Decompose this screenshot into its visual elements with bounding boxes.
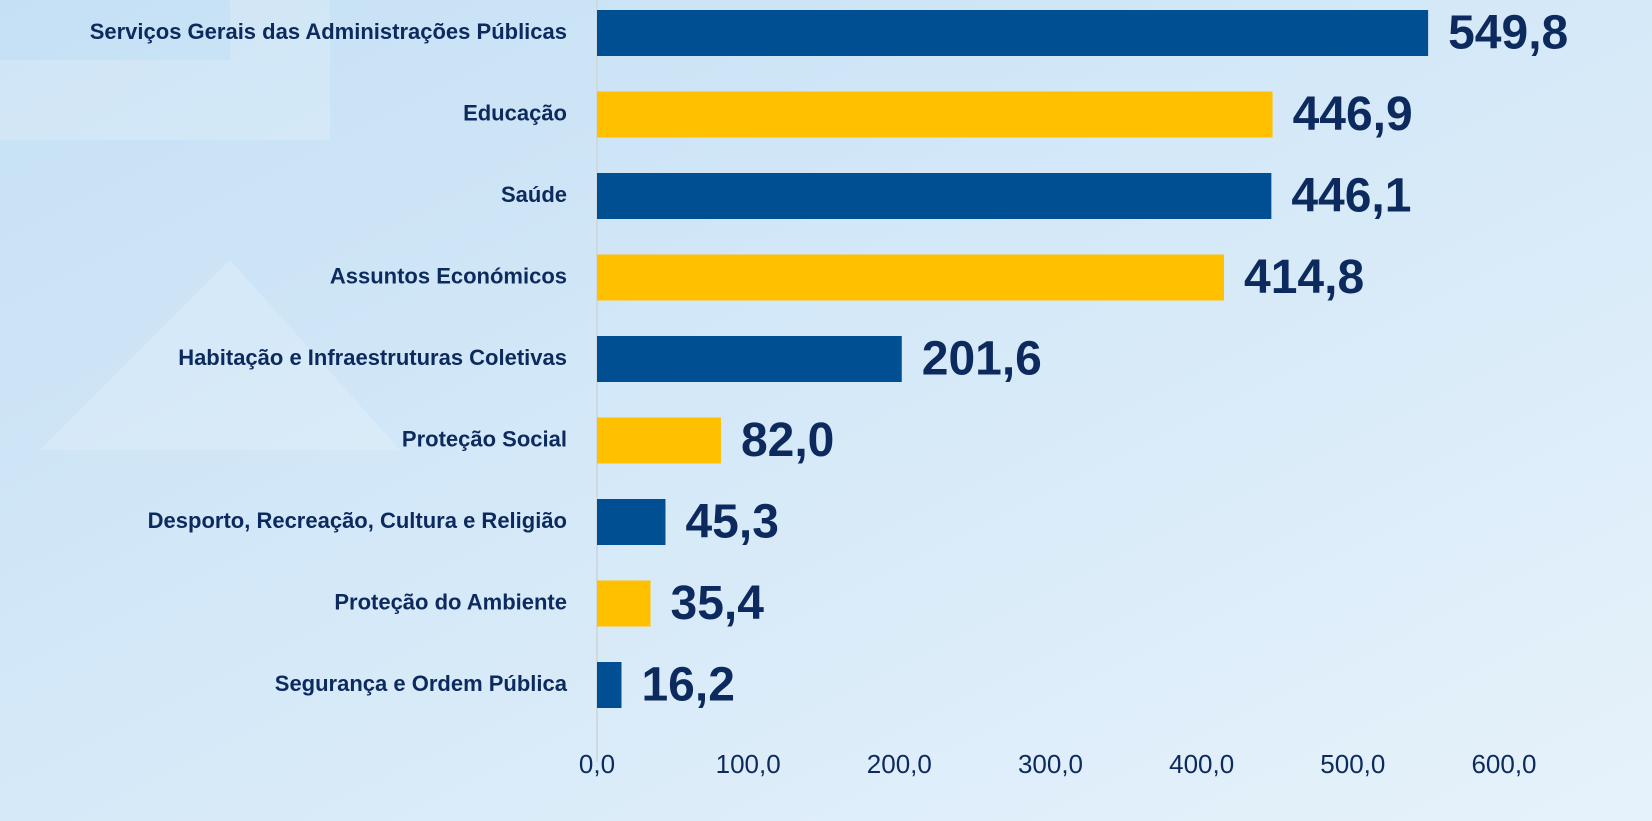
value-label: 82,0 <box>741 414 834 467</box>
value-label: 446,9 <box>1293 88 1413 141</box>
x-tick-label: 300,0 <box>1018 749 1083 779</box>
value-label: 549,8 <box>1448 7 1568 60</box>
category-label: Habitação e Infraestruturas Coletivas <box>178 345 567 370</box>
category-label: Proteção Social <box>402 426 567 451</box>
x-tick-label: 0,0 <box>579 749 615 779</box>
value-label: 446,1 <box>1291 170 1411 223</box>
category-label: Saúde <box>501 182 567 207</box>
category-label: Educação <box>463 100 567 125</box>
x-tick-label: 100,0 <box>716 749 781 779</box>
x-tick-label: 500,0 <box>1320 749 1385 779</box>
bar <box>597 254 1225 301</box>
category-label: Desporto, Recreação, Cultura e Religião <box>148 508 567 533</box>
category-label: Assuntos Económicos <box>330 263 567 288</box>
value-label: 414,8 <box>1244 251 1364 304</box>
x-tick-label: 200,0 <box>867 749 932 779</box>
bar <box>597 173 1272 219</box>
value-label: 16,2 <box>641 659 734 712</box>
x-tick-label: 400,0 <box>1169 749 1234 779</box>
category-label: Proteção do Ambiente <box>334 589 567 614</box>
bar <box>597 10 1429 56</box>
bar <box>597 499 666 545</box>
bar <box>597 336 902 382</box>
decoration <box>0 0 400 450</box>
value-label: 201,6 <box>922 333 1042 386</box>
category-label: Serviços Gerais das Administrações Públi… <box>90 19 567 44</box>
bar <box>597 417 721 464</box>
category-label: Segurança e Ordem Pública <box>275 671 568 696</box>
bar <box>597 91 1273 138</box>
value-label: 45,3 <box>685 496 778 549</box>
x-tick-label: 600,0 <box>1471 749 1536 779</box>
bar <box>597 580 651 627</box>
value-label: 35,4 <box>671 577 765 630</box>
bar <box>597 662 622 708</box>
